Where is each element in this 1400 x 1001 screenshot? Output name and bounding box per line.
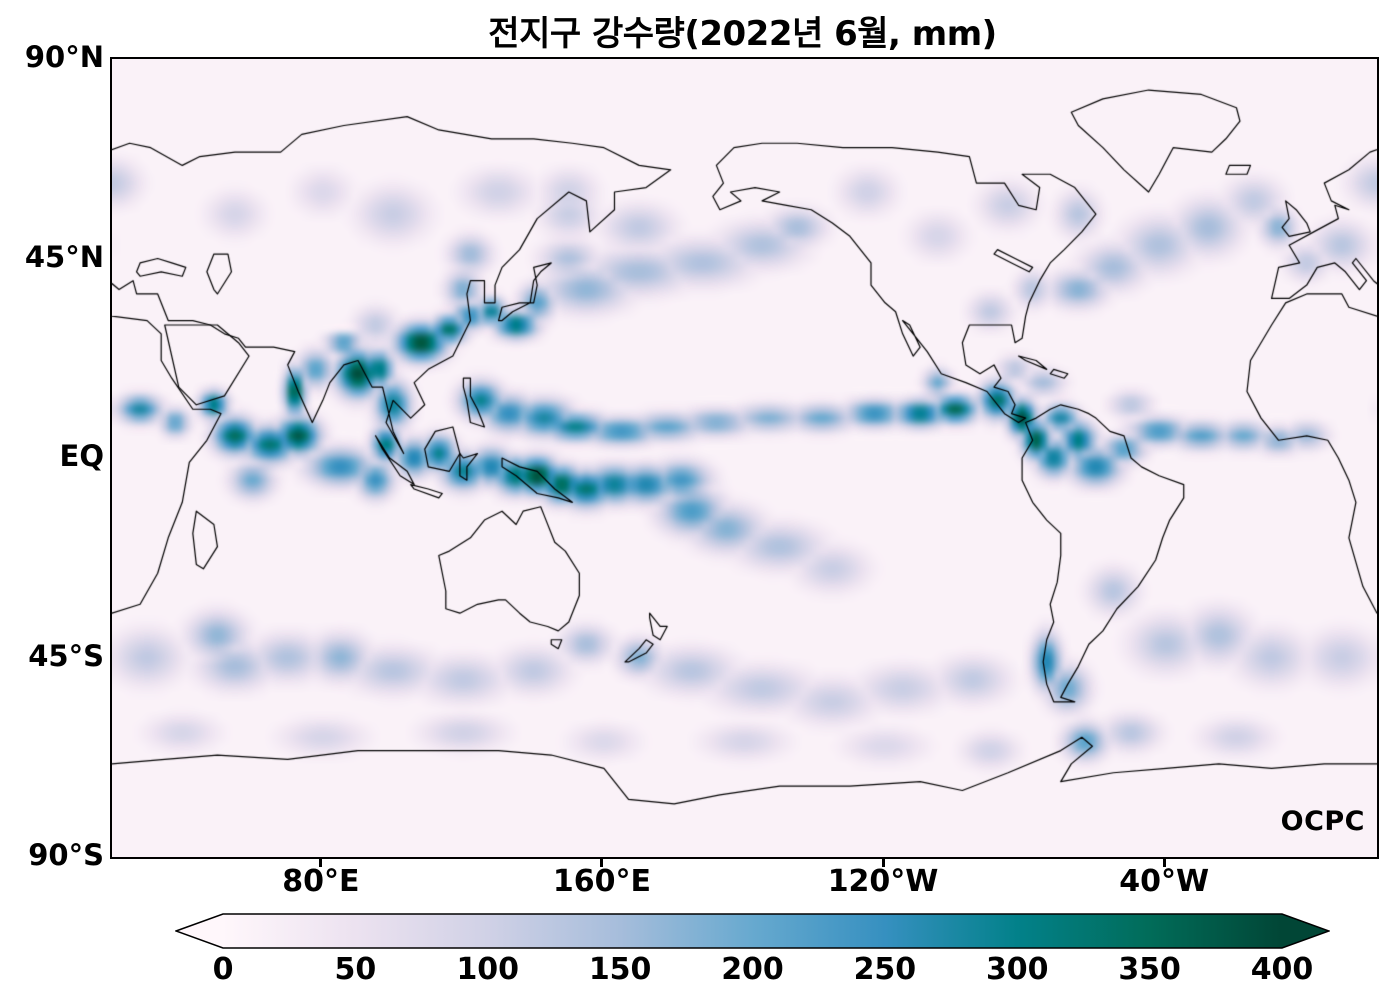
x-tick-mark	[881, 859, 885, 867]
x-tick-label: 80°E	[282, 864, 360, 899]
y-tick-label: EQ	[59, 439, 104, 473]
colorbar-tick-label: 0	[212, 952, 234, 987]
colorbar-tick-label: 350	[1118, 952, 1181, 987]
colorbar-shape	[173, 913, 1332, 949]
x-tick-mark	[1162, 859, 1166, 867]
colorbar	[173, 913, 1332, 949]
x-tick-mark	[319, 859, 323, 867]
colorbar-tick-label: 400	[1250, 952, 1314, 987]
colorbar-tick-label: 150	[588, 952, 652, 987]
x-tick-label: 120°W	[827, 864, 939, 899]
x-tick-mark	[600, 859, 604, 867]
colorbar-tick-label: 250	[853, 952, 917, 987]
y-tick-label: 90°N	[24, 40, 104, 74]
chart-title: 전지구 강수량(2022년 6월, mm)	[488, 14, 997, 54]
y-tick-label: 90°S	[28, 838, 104, 872]
precipitation-map-canvas	[112, 59, 1377, 857]
colorbar-tick-label: 50	[334, 952, 377, 987]
map-plot: OCPC	[110, 57, 1379, 859]
colorbar-gradient	[173, 913, 1332, 949]
x-tick-label: 40°W	[1119, 864, 1210, 899]
colorbar-tick-label: 200	[721, 952, 784, 987]
colorbar-tick-label: 100	[456, 952, 520, 987]
colorbar-tick-label: 300	[985, 952, 1049, 987]
y-tick-label: 45°N	[24, 239, 104, 274]
ocpc-watermark: OCPC	[1280, 806, 1365, 837]
x-tick-label: 160°E	[552, 864, 651, 899]
y-tick-label: 45°S	[28, 638, 104, 673]
